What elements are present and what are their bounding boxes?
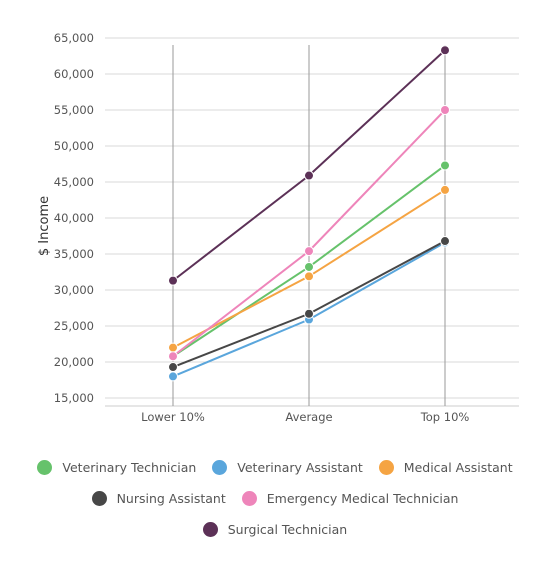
legend-swatch — [37, 460, 53, 475]
legend-swatch — [91, 491, 107, 506]
y-tick-label: 65,000 — [54, 31, 94, 45]
data-point — [304, 246, 314, 257]
y-tick-label: 50,000 — [54, 139, 94, 153]
legend-item-medical-assistant[interactable]: Medical Assistant — [378, 460, 513, 475]
series-lines — [168, 45, 450, 382]
data-point — [304, 170, 314, 181]
data-point — [304, 271, 314, 282]
data-point — [440, 45, 450, 56]
x-axis-ticks: Lower 10% Average Top 10% — [141, 410, 469, 424]
y-tick-label: 35,000 — [54, 247, 94, 261]
y-axis-ticks: 15,000 20,000 25,000 30,000 35,000 40,000 45,0… — [54, 31, 94, 405]
y-tick-label: 15,000 — [54, 391, 94, 405]
legend-swatch — [202, 522, 218, 537]
series-emergency-medical-technician — [168, 105, 450, 362]
data-point — [440, 236, 450, 247]
y-tick-label: 40,000 — [54, 211, 94, 225]
grid-lines — [105, 37, 519, 407]
data-point — [304, 308, 314, 319]
data-point — [168, 351, 178, 362]
data-point — [440, 184, 450, 195]
y-tick-label: 55,000 — [54, 103, 94, 117]
x-tick-label: Lower 10% — [141, 410, 205, 424]
y-tick-label: 30,000 — [54, 283, 94, 297]
legend-row: Surgical Technician — [0, 514, 550, 545]
data-point — [168, 371, 178, 382]
legend-item-veterinary-technician[interactable]: Veterinary Technician — [37, 460, 196, 475]
legend-label: Nursing Assistant — [116, 491, 226, 506]
data-point — [440, 105, 450, 115]
legend-swatch — [241, 491, 257, 506]
legend: Veterinary Technician Veterinary Assista… — [0, 452, 550, 545]
data-point — [168, 342, 178, 353]
legend-item-surgical-technician[interactable]: Surgical Technician — [202, 522, 348, 537]
legend-label: Emergency Medical Technician — [266, 491, 459, 506]
x-tick-label: Average — [285, 410, 332, 424]
y-tick-label: 45,000 — [54, 175, 94, 189]
y-tick-label: 20,000 — [54, 355, 94, 369]
legend-row: Veterinary Technician Veterinary Assista… — [0, 452, 550, 483]
data-point — [304, 261, 314, 272]
legend-label: Medical Assistant — [403, 460, 513, 475]
legend-item-veterinary-assistant[interactable]: Veterinary Assistant — [212, 460, 363, 475]
series-surgical-technician — [168, 45, 450, 286]
legend-swatch — [212, 460, 228, 475]
legend-item-emergency-medical-technician[interactable]: Emergency Medical Technician — [241, 491, 459, 506]
y-tick-label: 25,000 — [54, 319, 94, 333]
data-point — [168, 275, 178, 286]
legend-row: Nursing Assistant Emergency Medical Tech… — [0, 483, 550, 514]
y-tick-label: 60,000 — [54, 67, 94, 81]
legend-label: Surgical Technician — [227, 522, 348, 537]
legend-label: Veterinary Technician — [62, 460, 197, 475]
y-axis-label: $ Income — [37, 196, 52, 256]
chart-plot: 15,000 20,000 25,000 30,000 35,000 40,000 45,0… — [37, 31, 519, 424]
legend-swatch — [378, 460, 394, 475]
x-tick-label: Top 10% — [420, 410, 470, 424]
series-nursing-assistant — [168, 236, 450, 373]
data-point — [440, 160, 450, 171]
legend-label: Veterinary Assistant — [237, 460, 363, 475]
legend-item-nursing-assistant[interactable]: Nursing Assistant — [91, 491, 226, 506]
data-point — [168, 362, 178, 373]
